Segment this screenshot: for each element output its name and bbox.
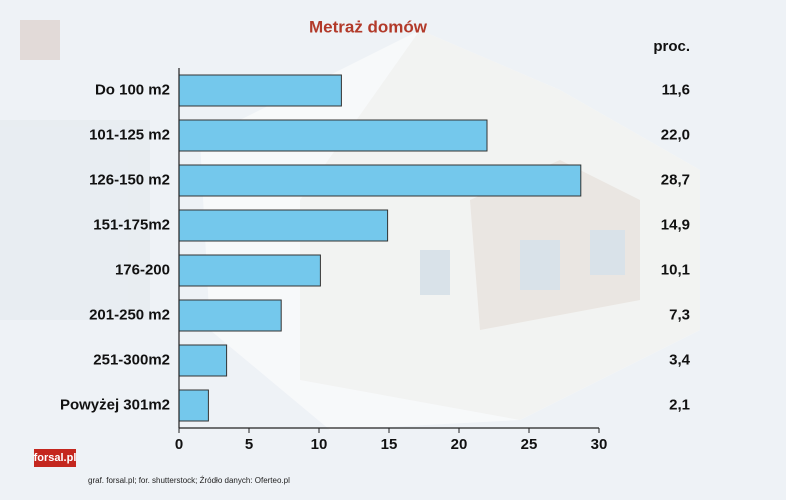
y-tick-label: Powyżej 301m2 [60,396,170,413]
y-tick-label: Do 100 m2 [95,81,170,98]
logo: forsal.pl [34,452,77,464]
bar [178,389,209,422]
y-tick-label: 201-250 m2 [89,306,170,323]
value-label: 2,1 [669,396,690,413]
value-column-title: proc. [653,38,690,55]
value-label: 7,3 [669,306,690,323]
value-label: 11,6 [662,81,690,98]
x-tick-label: 20 [451,436,468,453]
value-label: 14,9 [661,216,690,233]
x-tick-label: 25 [521,436,538,453]
x-tick-label: 10 [311,436,328,453]
bar [178,119,488,152]
value-label: 3,4 [669,351,691,368]
source: graf. forsal.pl; for. shutterstock; Źród… [88,476,290,485]
x-tick-label: 30 [591,436,608,453]
bar [178,209,389,242]
bar [178,254,321,287]
y-tick-label: 151-175m2 [93,216,170,233]
bar [178,344,228,377]
y-tick-label: 176-200 [115,261,170,278]
bar [178,299,282,332]
value-label: 10,1 [661,261,690,278]
value-label: 22,0 [661,126,690,143]
y-tick-label: 251-300m2 [93,351,170,368]
x-tick-label: 0 [175,436,183,453]
logo-box [34,449,76,467]
bar [178,164,582,197]
bar [178,74,342,107]
y-tick-label: 126-150 m2 [89,171,170,188]
y-tick-label: 101-125 m2 [89,126,170,143]
value-label: 28,7 [661,171,690,188]
x-tick-label: 5 [245,436,253,453]
x-tick-label: 15 [381,436,398,453]
chart-title: Metraż domów [309,17,428,36]
